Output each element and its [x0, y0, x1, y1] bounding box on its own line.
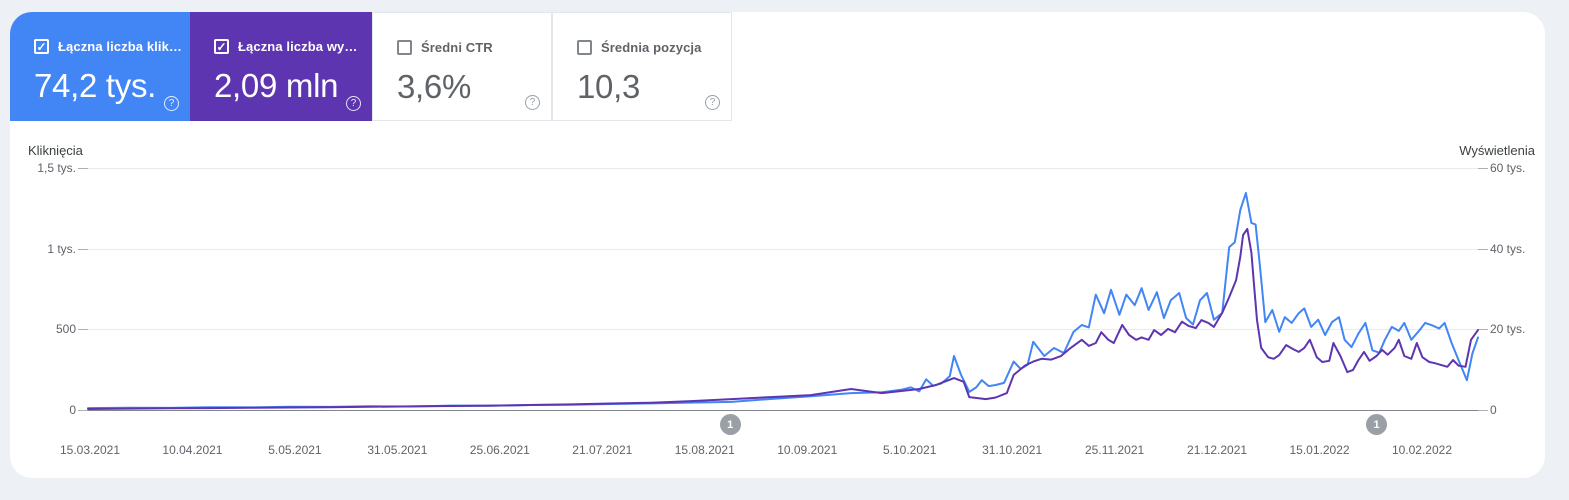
checkbox-checked-icon[interactable]: ✓ [34, 39, 49, 54]
tick [1478, 410, 1488, 411]
average-ctr-label: Średni CTR [421, 40, 493, 55]
x-axis-label: 15.03.2021 [59, 443, 121, 457]
total-impressions-card[interactable]: ✓ Łączna liczba wy… 2,09 mln ? [190, 12, 372, 121]
right-y-tick: 20 tys. [1490, 322, 1526, 336]
x-axis-label: 10.09.2021 [777, 443, 838, 457]
gridline [88, 168, 1478, 169]
x-axis-label: 25.11.2021 [1085, 443, 1145, 457]
checkbox-unchecked-icon[interactable] [577, 40, 592, 55]
total-impressions-card-head: ✓ Łączna liczba wy… [214, 39, 357, 54]
x-axis-label: 25.06.2021 [469, 443, 530, 457]
total-clicks-value: 74,2 tys. [34, 67, 157, 104]
right-y-tick: 60 tys. [1490, 161, 1526, 175]
left-y-tick: 1,5 tys. [37, 161, 76, 175]
average-position-card-head: Średnia pozycja [577, 40, 701, 55]
chart-plot-area[interactable] [88, 168, 1478, 410]
help-icon[interactable]: ? [705, 95, 720, 110]
x-axis-label: 5.10.2021 [882, 443, 937, 457]
annotation-marker[interactable]: 1 [719, 414, 741, 435]
x-axis-label: 15.08.2021 [674, 443, 735, 457]
left-y-tick: 1 tys. [47, 242, 76, 256]
average-ctr-value: 3,6% [397, 68, 472, 105]
average-position-value: 10,3 [577, 68, 641, 105]
left-axis-title: Kliknięcia [28, 143, 83, 158]
x-axis-label: 21.07.2021 [572, 443, 633, 457]
tick [1478, 329, 1488, 330]
x-axis-baseline [88, 410, 1478, 411]
tick [78, 410, 88, 411]
right-axis-title: Wyświetlenia [1459, 143, 1535, 158]
right-y-tick: 40 tys. [1490, 242, 1526, 256]
total-clicks-card[interactable]: ✓ Łączna liczba klik… 74,2 tys. ? [10, 12, 190, 121]
right-y-tick: 0 [1490, 403, 1497, 417]
total-clicks-label: Łączna liczba klik… [58, 39, 183, 54]
metric-cards-row: ✓ Łączna liczba klik… 74,2 tys. ? ✓ Łącz… [10, 12, 1545, 121]
checkbox-unchecked-icon[interactable] [397, 40, 412, 55]
x-axis-label: 31.05.2021 [367, 443, 428, 457]
help-icon[interactable]: ? [525, 95, 540, 110]
tick [1478, 168, 1488, 169]
average-ctr-card-head: Średni CTR [397, 40, 493, 55]
total-clicks-card-head: ✓ Łączna liczba klik… [34, 39, 182, 54]
checkbox-checked-icon[interactable]: ✓ [214, 39, 229, 54]
tick [78, 168, 88, 169]
left-y-tick: 500 [55, 322, 76, 336]
x-axis-label: 15.01.2022 [1289, 443, 1350, 457]
tick [78, 329, 88, 330]
average-position-label: Średnia pozycja [601, 40, 702, 55]
annotation-marker[interactable]: 1 [1366, 414, 1388, 435]
total-impressions-label: Łączna liczba wy… [238, 39, 358, 54]
x-axis-label: 5.05.2021 [268, 443, 322, 457]
tick [1478, 249, 1488, 250]
total-impressions-value: 2,09 mln [214, 67, 339, 104]
tick [78, 249, 88, 250]
x-axis-label: 31.10.2021 [982, 443, 1043, 457]
x-axis-label: 10.04.2021 [162, 443, 223, 457]
left-y-tick: 0 [69, 403, 76, 417]
x-axis-label: 10.02.2022 [1391, 443, 1452, 457]
x-axis-label: 21.12.2021 [1187, 443, 1248, 457]
average-position-card[interactable]: Średnia pozycja 10,3 ? [552, 12, 732, 121]
help-icon[interactable]: ? [164, 96, 179, 111]
average-ctr-card[interactable]: Średni CTR 3,6% ? [372, 12, 552, 121]
help-icon[interactable]: ? [346, 96, 361, 111]
